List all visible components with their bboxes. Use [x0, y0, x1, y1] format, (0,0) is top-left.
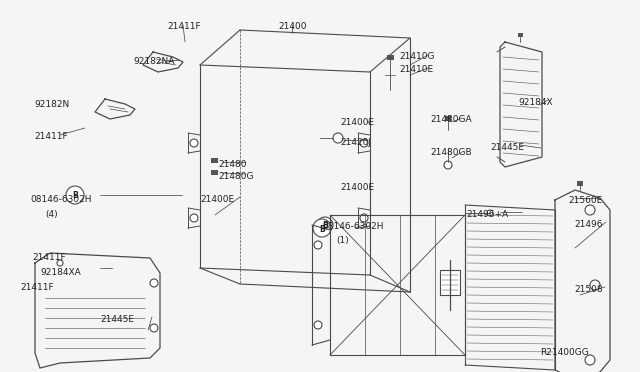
- Circle shape: [150, 279, 158, 287]
- Text: 21445E: 21445E: [100, 315, 134, 324]
- Text: 21400E: 21400E: [200, 195, 234, 204]
- Text: 92184X: 92184X: [518, 98, 552, 107]
- Circle shape: [190, 214, 198, 222]
- Text: 21411F: 21411F: [32, 253, 66, 262]
- Text: 08146-6302H: 08146-6302H: [30, 195, 92, 204]
- Circle shape: [314, 321, 322, 329]
- Text: 21420J: 21420J: [340, 138, 371, 147]
- Bar: [440, 270, 460, 295]
- Text: 21560E: 21560E: [568, 196, 602, 205]
- Text: 21411F: 21411F: [167, 22, 200, 31]
- Text: (1): (1): [336, 236, 349, 245]
- Text: 21410G: 21410G: [399, 52, 435, 61]
- Text: 21496+A: 21496+A: [466, 210, 508, 219]
- Text: 21411F: 21411F: [20, 283, 54, 292]
- Text: 21411F: 21411F: [34, 132, 68, 141]
- Text: 92182NA: 92182NA: [133, 57, 174, 66]
- Text: B: B: [319, 224, 325, 234]
- Bar: [211, 170, 218, 174]
- Bar: [577, 180, 583, 186]
- Text: 21496: 21496: [574, 220, 602, 229]
- Text: 21480GA: 21480GA: [430, 115, 472, 124]
- Circle shape: [66, 186, 84, 204]
- Text: 21410E: 21410E: [399, 65, 433, 74]
- Circle shape: [360, 214, 368, 222]
- Text: 21480: 21480: [218, 160, 246, 169]
- Text: (4): (4): [45, 210, 58, 219]
- Text: B: B: [322, 221, 328, 231]
- Circle shape: [333, 133, 343, 143]
- Circle shape: [360, 139, 368, 147]
- Text: R21400GG: R21400GG: [540, 348, 589, 357]
- Bar: [518, 33, 522, 37]
- Circle shape: [314, 241, 322, 249]
- Bar: [445, 115, 451, 121]
- Text: 92184XA: 92184XA: [40, 268, 81, 277]
- Circle shape: [487, 210, 493, 216]
- Circle shape: [190, 139, 198, 147]
- Text: 21508: 21508: [574, 285, 603, 294]
- Circle shape: [585, 205, 595, 215]
- Text: 21445E: 21445E: [490, 143, 524, 152]
- Circle shape: [585, 355, 595, 365]
- Text: 21400E: 21400E: [340, 118, 374, 127]
- Circle shape: [444, 161, 452, 169]
- Text: 92182N: 92182N: [34, 100, 69, 109]
- Circle shape: [57, 260, 63, 266]
- Bar: [211, 157, 218, 163]
- Circle shape: [313, 219, 331, 237]
- Text: 21400: 21400: [278, 22, 307, 31]
- Text: 08146-6302H: 08146-6302H: [322, 222, 383, 231]
- Text: 21480GB: 21480GB: [430, 148, 472, 157]
- Bar: [387, 55, 394, 60]
- Text: B: B: [72, 192, 78, 201]
- Circle shape: [317, 217, 333, 233]
- Circle shape: [150, 324, 158, 332]
- Text: 21480G: 21480G: [218, 172, 253, 181]
- Circle shape: [590, 280, 600, 290]
- Text: 21400E: 21400E: [340, 183, 374, 192]
